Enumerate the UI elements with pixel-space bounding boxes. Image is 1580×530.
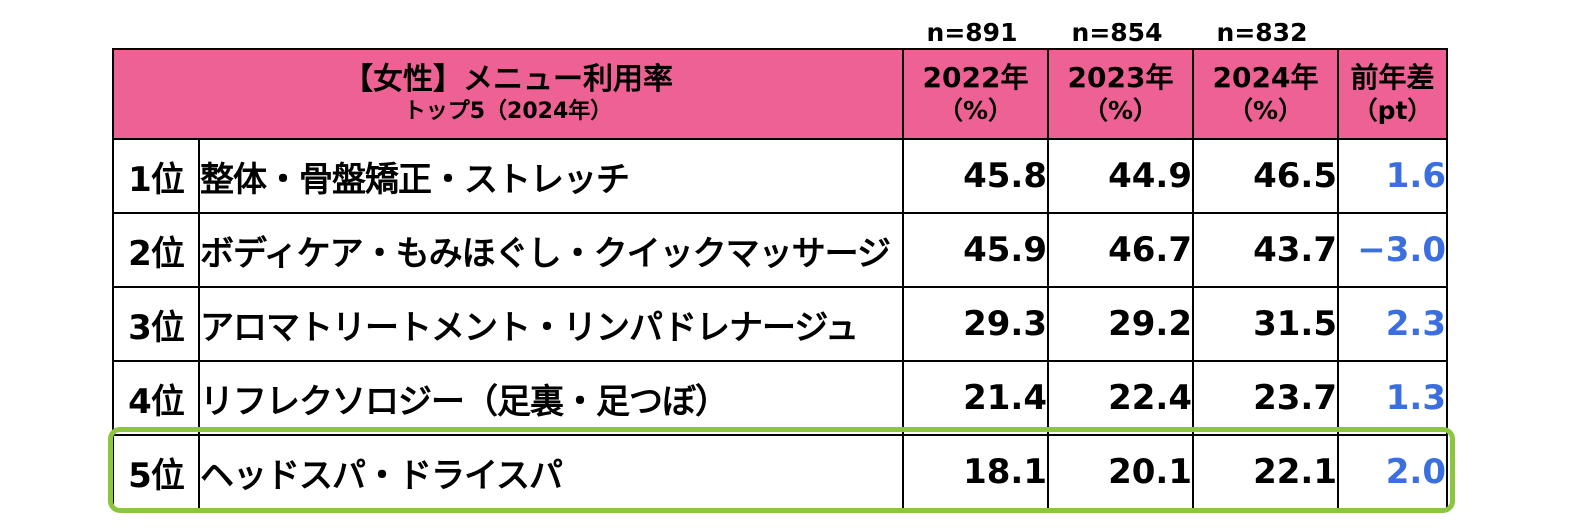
value-2023-cell: 22.4	[1047, 360, 1194, 436]
rank-cell: 5位	[112, 434, 200, 510]
sample-size-2024: n=832	[1216, 18, 1308, 47]
sample-size-2023: n=854	[1071, 18, 1163, 47]
header-2023: 2023年 （%）	[1047, 48, 1194, 140]
table-row-highlighted: 5位 ヘッドスパ・ドライスパ 18.1 20.1 22.1 2.0	[112, 434, 1448, 510]
header-2022-year: 2022年	[922, 61, 1029, 94]
header-title-cell: 【女性】メニュー利用率 トップ5（2024年）	[112, 48, 904, 140]
menu-usage-table: 【女性】メニュー利用率 トップ5（2024年） 2022年 （%） 2023年 …	[112, 48, 1448, 510]
diff-cell: 2.0	[1337, 434, 1448, 510]
rank-cell: 3位	[112, 286, 200, 362]
diff-cell: 1.3	[1337, 360, 1448, 436]
header-2022-unit: （%）	[937, 96, 1014, 125]
menu-item-cell: アロマトリートメント・リンパドレナージュ	[198, 286, 904, 362]
value-2022-cell: 45.8	[902, 138, 1049, 214]
value-2024-cell: 31.5	[1192, 286, 1339, 362]
sample-size-2022: n=891	[926, 18, 1018, 47]
table-title: 【女性】メニュー利用率	[343, 62, 673, 97]
table-row: 1位 整体・骨盤矯正・ストレッチ 45.8 44.9 46.5 1.6	[112, 138, 1448, 214]
header-diff: 前年差 （pt）	[1337, 48, 1448, 140]
rank-cell: 2位	[112, 212, 200, 288]
header-row: 【女性】メニュー利用率 トップ5（2024年） 2022年 （%） 2023年 …	[112, 48, 1448, 140]
value-2024-cell: 43.7	[1192, 212, 1339, 288]
table-row: 4位 リフレクソロジー（足裏・足つぼ） 21.4 22.4 23.7 1.3	[112, 360, 1448, 436]
header-2024-year: 2024年	[1212, 61, 1319, 94]
header-2024: 2024年 （%）	[1192, 48, 1339, 140]
diff-cell: 1.6	[1337, 138, 1448, 214]
menu-item-cell: ボディケア・もみほぐし・クイックマッサージ	[198, 212, 904, 288]
value-2024-cell: 22.1	[1192, 434, 1339, 510]
header-2022: 2022年 （%）	[902, 48, 1049, 140]
rank-cell: 1位	[112, 138, 200, 214]
header-diff-unit: （pt）	[1352, 96, 1433, 125]
value-2023-cell: 46.7	[1047, 212, 1194, 288]
value-2023-cell: 20.1	[1047, 434, 1194, 510]
menu-item-cell: ヘッドスパ・ドライスパ	[198, 434, 904, 510]
value-2024-cell: 23.7	[1192, 360, 1339, 436]
table-subtitle: トップ5（2024年）	[403, 99, 613, 124]
value-2022-cell: 29.3	[902, 286, 1049, 362]
menu-item-cell: 整体・骨盤矯正・ストレッチ	[198, 138, 904, 214]
value-2023-cell: 29.2	[1047, 286, 1194, 362]
rank-cell: 4位	[112, 360, 200, 436]
table-row: 2位 ボディケア・もみほぐし・クイックマッサージ 45.9 46.7 43.7 …	[112, 212, 1448, 288]
diff-cell: 2.3	[1337, 286, 1448, 362]
header-diff-label: 前年差	[1350, 61, 1435, 94]
table-row: 3位 アロマトリートメント・リンパドレナージュ 29.3 29.2 31.5 2…	[112, 286, 1448, 362]
value-2023-cell: 44.9	[1047, 138, 1194, 214]
value-2024-cell: 46.5	[1192, 138, 1339, 214]
header-2024-unit: （%）	[1227, 96, 1304, 125]
value-2022-cell: 18.1	[902, 434, 1049, 510]
diff-cell: −3.0	[1337, 212, 1448, 288]
value-2022-cell: 21.4	[902, 360, 1049, 436]
menu-item-cell: リフレクソロジー（足裏・足つぼ）	[198, 360, 904, 436]
value-2022-cell: 45.9	[902, 212, 1049, 288]
header-2023-unit: （%）	[1082, 96, 1159, 125]
header-2023-year: 2023年	[1067, 61, 1174, 94]
